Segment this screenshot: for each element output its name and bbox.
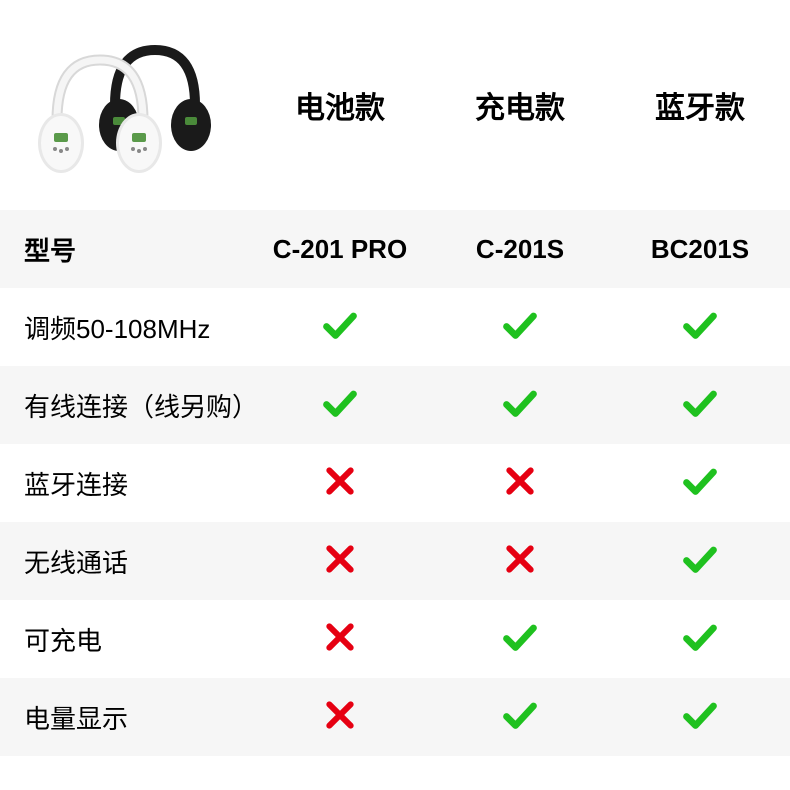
headphone-white-icon	[35, 45, 165, 185]
column-header-3: 蓝牙款	[610, 0, 790, 210]
model-value-2: C-201S	[430, 210, 610, 288]
feature-mark-cell	[610, 600, 790, 678]
feature-mark-cell	[430, 288, 610, 366]
check-icon	[322, 385, 358, 421]
check-icon	[682, 541, 718, 577]
column-header-1: 电池款	[250, 0, 430, 210]
table-row: 无线通话	[0, 522, 790, 600]
feature-row-label: 蓝牙连接	[0, 444, 250, 522]
model-value-3: BC201S	[610, 210, 790, 288]
check-icon	[682, 697, 718, 733]
feature-mark-cell	[610, 288, 790, 366]
feature-mark-cell	[610, 522, 790, 600]
table-row: 电量显示	[0, 678, 790, 756]
feature-mark-cell	[610, 678, 790, 756]
cross-icon	[324, 699, 356, 731]
feature-row-label: 电量显示	[0, 678, 250, 756]
feature-mark-cell	[430, 600, 610, 678]
table-row: 蓝牙连接	[0, 444, 790, 522]
headphones-illustration	[25, 25, 225, 185]
feature-mark-cell	[250, 522, 430, 600]
feature-mark-cell	[430, 522, 610, 600]
model-row-label: 型号	[0, 210, 250, 288]
cross-icon	[324, 543, 356, 575]
model-value-1: C-201 PRO	[250, 210, 430, 288]
feature-row-label: 可充电	[0, 600, 250, 678]
check-icon	[682, 619, 718, 655]
feature-mark-cell	[610, 444, 790, 522]
cross-icon	[324, 621, 356, 653]
feature-mark-cell	[430, 366, 610, 444]
feature-row-label: 无线通话	[0, 522, 250, 600]
check-icon	[502, 619, 538, 655]
cross-icon	[504, 465, 536, 497]
check-icon	[682, 463, 718, 499]
table-row: 有线连接（线另购）	[0, 366, 790, 444]
cross-icon	[504, 543, 536, 575]
feature-mark-cell	[430, 444, 610, 522]
check-icon	[502, 385, 538, 421]
feature-mark-cell	[250, 444, 430, 522]
header-row: 电池款 充电款 蓝牙款	[0, 0, 790, 210]
comparison-table: 电池款 充电款 蓝牙款 型号 C-201 PRO C-201S BC201S 调…	[0, 0, 790, 756]
column-header-2: 充电款	[430, 0, 610, 210]
feature-mark-cell	[250, 600, 430, 678]
feature-rows: 调频50-108MHz有线连接（线另购）蓝牙连接无线通话可充电电量显示	[0, 288, 790, 756]
cross-icon	[324, 465, 356, 497]
feature-mark-cell	[430, 678, 610, 756]
check-icon	[682, 385, 718, 421]
feature-row-label: 有线连接（线另购）	[0, 366, 250, 444]
feature-mark-cell	[250, 288, 430, 366]
feature-mark-cell	[250, 678, 430, 756]
check-icon	[502, 307, 538, 343]
product-image-cell	[0, 0, 250, 210]
feature-mark-cell	[610, 366, 790, 444]
table-row: 调频50-108MHz	[0, 288, 790, 366]
model-row: 型号 C-201 PRO C-201S BC201S	[0, 210, 790, 288]
check-icon	[322, 307, 358, 343]
check-icon	[502, 697, 538, 733]
check-icon	[682, 307, 718, 343]
table-row: 可充电	[0, 600, 790, 678]
feature-mark-cell	[250, 366, 430, 444]
feature-row-label: 调频50-108MHz	[0, 288, 250, 366]
